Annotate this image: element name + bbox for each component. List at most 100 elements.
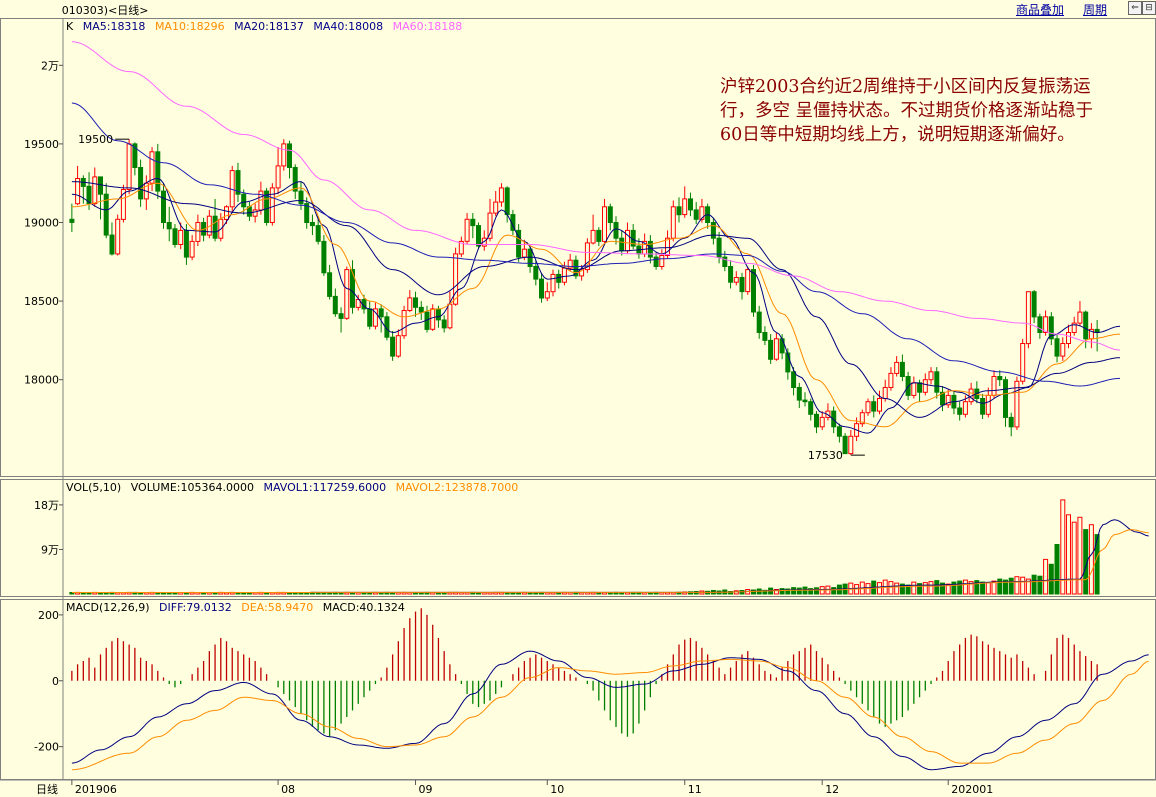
candle-body bbox=[109, 234, 115, 255]
candle-body bbox=[115, 218, 121, 255]
candle-body bbox=[149, 151, 155, 184]
candle-body bbox=[315, 225, 321, 242]
candle-body bbox=[533, 266, 539, 280]
mavol1-label: MAVOL1:117259.6000 bbox=[263, 481, 387, 494]
candle-body bbox=[550, 273, 556, 293]
candle-body bbox=[940, 391, 945, 406]
candle-body bbox=[934, 371, 940, 393]
candle-body bbox=[653, 256, 659, 268]
candle-body bbox=[189, 240, 195, 258]
mavol2-label: MAVOL2:123878.7000 bbox=[395, 481, 519, 494]
candle-body bbox=[819, 416, 825, 428]
volume-bar bbox=[922, 582, 928, 595]
candle-body bbox=[355, 299, 361, 308]
overlay-commodity-link[interactable]: 商品叠加 bbox=[1016, 3, 1065, 17]
volume-bar bbox=[1020, 576, 1026, 595]
macd-value-label: MACD:40.1324 bbox=[322, 601, 405, 614]
price-y-tick-label: 19000 bbox=[24, 216, 59, 229]
candle-body bbox=[584, 242, 590, 271]
candle-body bbox=[103, 193, 109, 236]
volume-bar bbox=[985, 582, 991, 595]
candle-body bbox=[332, 295, 338, 315]
candle-body bbox=[504, 187, 510, 216]
candle-body bbox=[751, 269, 756, 313]
candle-body bbox=[768, 339, 774, 360]
ma-line-ma5 bbox=[71, 177, 1121, 434]
candle-body bbox=[899, 361, 905, 377]
candle-body bbox=[1031, 291, 1037, 318]
candle-body bbox=[1003, 379, 1008, 418]
volume-bar bbox=[951, 581, 957, 595]
volume-bar bbox=[779, 588, 785, 595]
price-y-tick-label: 18500 bbox=[24, 295, 59, 308]
volume-bar bbox=[1066, 514, 1071, 595]
candle-body bbox=[1043, 316, 1049, 333]
candle-body bbox=[344, 269, 350, 319]
candle-body bbox=[808, 401, 814, 415]
candle-body bbox=[476, 225, 481, 247]
volume-bar bbox=[1037, 575, 1043, 595]
candle-body bbox=[773, 338, 779, 360]
volume-bar bbox=[796, 587, 802, 595]
candle-body bbox=[1025, 291, 1031, 345]
candle-body bbox=[796, 387, 802, 401]
vol-y-tick-label: 18万 bbox=[34, 499, 59, 512]
panel-frame bbox=[0, 599, 1156, 780]
candle-body bbox=[917, 382, 923, 393]
candle-body bbox=[350, 269, 355, 308]
candle-body bbox=[264, 190, 270, 224]
candle-body bbox=[728, 266, 734, 283]
candle-body bbox=[401, 310, 407, 337]
candle-body bbox=[682, 198, 688, 216]
period-link[interactable]: 周期 bbox=[1083, 3, 1108, 17]
macd-y-tick-label: 200 bbox=[38, 609, 59, 622]
diff-label: DIFF:79.0132 bbox=[159, 601, 232, 614]
ma-legend: K MA5:18318 MA10:18296 MA20:18137 MA40:1… bbox=[66, 20, 468, 33]
candle-body bbox=[172, 228, 178, 246]
candle-body bbox=[1083, 311, 1089, 340]
volume-bar bbox=[940, 582, 945, 595]
volume-bar bbox=[1060, 499, 1066, 595]
candle-body bbox=[92, 176, 98, 205]
candle-body bbox=[287, 143, 292, 168]
volume-bar bbox=[894, 582, 900, 595]
candle-body bbox=[836, 426, 842, 437]
candle-body bbox=[607, 206, 613, 224]
candle-body bbox=[1037, 316, 1043, 333]
candle-body bbox=[212, 215, 218, 239]
macd-y-tick-label: -200 bbox=[34, 741, 59, 754]
candle-body bbox=[779, 338, 785, 354]
candle-body bbox=[521, 248, 527, 258]
candle-body bbox=[1014, 380, 1020, 428]
candle-body bbox=[327, 272, 333, 297]
candle-body bbox=[458, 240, 464, 255]
candle-body bbox=[75, 178, 81, 205]
candle-body bbox=[195, 222, 201, 242]
candle-body bbox=[659, 255, 665, 267]
candle-body bbox=[309, 222, 315, 227]
volume-bar bbox=[911, 581, 917, 595]
candle-body bbox=[556, 273, 562, 283]
candle-body bbox=[224, 206, 229, 220]
volume-bar bbox=[974, 580, 980, 595]
candle-body bbox=[1048, 316, 1054, 340]
candle-body bbox=[453, 253, 459, 305]
candle-body bbox=[1071, 322, 1077, 334]
candle-body bbox=[338, 313, 344, 319]
ma-line-ma10 bbox=[71, 182, 1121, 428]
candle-body bbox=[791, 371, 797, 388]
candle-body bbox=[842, 435, 848, 455]
candle-body bbox=[516, 229, 522, 258]
candle-body bbox=[859, 412, 865, 425]
candle-body bbox=[86, 185, 92, 205]
x-axis-background bbox=[0, 780, 1156, 797]
price-y-tick-label: 2万 bbox=[41, 59, 59, 72]
candle-body bbox=[688, 198, 693, 211]
volume-bar bbox=[1071, 521, 1077, 595]
candle-body bbox=[178, 229, 184, 245]
candle-body bbox=[183, 229, 189, 258]
layout-toggle-left-icon[interactable]: ⇐ bbox=[1128, 1, 1142, 15]
candle-body bbox=[710, 222, 716, 239]
candle-body bbox=[991, 376, 997, 396]
candle-body bbox=[814, 413, 819, 428]
